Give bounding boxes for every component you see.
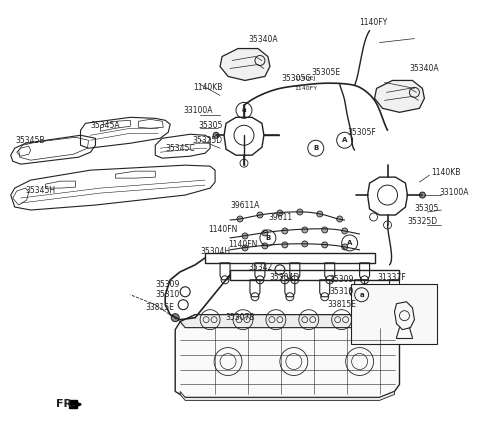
Text: A: A bbox=[347, 240, 352, 246]
Text: 1140FY: 1140FY bbox=[295, 86, 318, 91]
Text: 33100A: 33100A bbox=[439, 187, 469, 197]
Circle shape bbox=[317, 211, 323, 217]
Circle shape bbox=[358, 314, 366, 322]
Text: 35305: 35305 bbox=[198, 121, 223, 130]
Circle shape bbox=[297, 209, 303, 215]
Text: A: A bbox=[342, 137, 348, 143]
Text: a: a bbox=[360, 292, 364, 298]
Text: 35325D: 35325D bbox=[192, 136, 222, 145]
Circle shape bbox=[262, 243, 268, 249]
Text: 33815E: 33815E bbox=[145, 303, 174, 312]
Text: 1140FY: 1140FY bbox=[360, 18, 388, 27]
Circle shape bbox=[302, 241, 308, 247]
Circle shape bbox=[171, 314, 179, 322]
Text: 35345A: 35345A bbox=[91, 121, 120, 130]
Text: B: B bbox=[265, 235, 271, 241]
Text: 1140FN: 1140FN bbox=[208, 226, 238, 235]
Text: 35340A: 35340A bbox=[409, 64, 439, 73]
Text: 35305E: 35305E bbox=[312, 68, 341, 77]
Circle shape bbox=[342, 244, 348, 250]
Text: 39611A: 39611A bbox=[230, 200, 259, 210]
Text: 35345B: 35345B bbox=[16, 136, 45, 145]
Text: 35305F: 35305F bbox=[348, 128, 376, 137]
Polygon shape bbox=[220, 48, 270, 80]
Text: 35345H: 35345H bbox=[26, 186, 56, 194]
Circle shape bbox=[282, 242, 288, 248]
Text: 35310: 35310 bbox=[330, 287, 354, 296]
Text: 35304D: 35304D bbox=[270, 273, 300, 282]
Text: 1140KB: 1140KB bbox=[193, 83, 223, 92]
Circle shape bbox=[322, 227, 328, 233]
Text: a: a bbox=[241, 107, 246, 113]
Text: FR.: FR. bbox=[56, 400, 76, 410]
Text: 35345C: 35345C bbox=[165, 144, 195, 153]
Text: 35342: 35342 bbox=[248, 264, 272, 272]
Circle shape bbox=[242, 245, 248, 251]
Text: 33100A: 33100A bbox=[183, 106, 213, 115]
Circle shape bbox=[322, 242, 328, 248]
Text: 35307B: 35307B bbox=[225, 313, 254, 322]
Circle shape bbox=[282, 228, 288, 234]
Text: 35305: 35305 bbox=[414, 203, 439, 213]
Text: 35309: 35309 bbox=[330, 275, 354, 284]
Circle shape bbox=[242, 233, 248, 239]
Circle shape bbox=[336, 216, 343, 222]
Text: 35325D: 35325D bbox=[408, 217, 438, 226]
Text: 1140KB: 1140KB bbox=[432, 168, 461, 177]
Polygon shape bbox=[180, 391, 395, 400]
Circle shape bbox=[277, 210, 283, 216]
Text: 35304H: 35304H bbox=[200, 248, 230, 256]
Text: 35310: 35310 bbox=[155, 290, 180, 299]
Text: 35305G: 35305G bbox=[282, 74, 312, 83]
Circle shape bbox=[262, 230, 268, 236]
Text: 39611: 39611 bbox=[268, 213, 292, 222]
Text: 1140FN: 1140FN bbox=[228, 240, 257, 249]
Text: 31337F: 31337F bbox=[378, 273, 406, 282]
Circle shape bbox=[237, 216, 243, 222]
Text: 1140EJ: 1140EJ bbox=[295, 76, 316, 81]
Circle shape bbox=[342, 228, 348, 234]
Circle shape bbox=[302, 227, 308, 233]
Text: 35309: 35309 bbox=[155, 280, 180, 289]
Circle shape bbox=[257, 212, 263, 218]
Circle shape bbox=[420, 192, 425, 198]
Text: B: B bbox=[313, 145, 318, 151]
Text: 35340A: 35340A bbox=[248, 35, 277, 44]
Circle shape bbox=[213, 132, 219, 138]
FancyBboxPatch shape bbox=[351, 284, 437, 343]
Polygon shape bbox=[175, 314, 399, 397]
Polygon shape bbox=[180, 314, 399, 327]
Polygon shape bbox=[374, 80, 424, 112]
Text: 33815E: 33815E bbox=[328, 300, 357, 309]
